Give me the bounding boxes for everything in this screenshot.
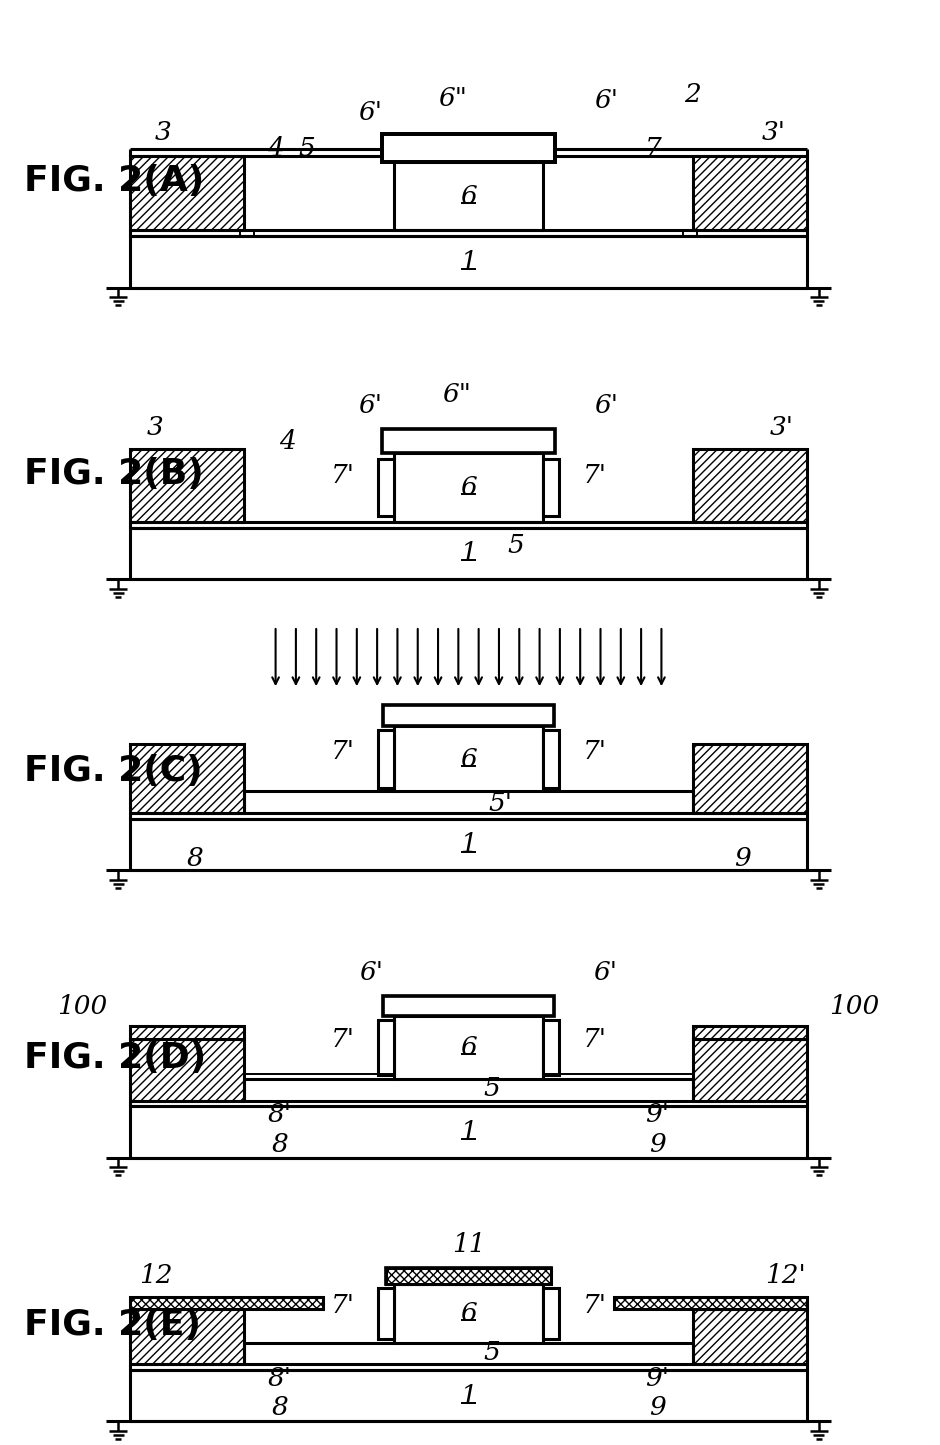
Bar bbox=[383, 996, 555, 1016]
Text: 7': 7' bbox=[583, 738, 606, 764]
Bar bbox=[394, 1016, 543, 1079]
Bar bbox=[543, 731, 559, 788]
Bar bbox=[378, 1020, 394, 1075]
Bar bbox=[394, 727, 543, 792]
Text: FIG. 2(C): FIG. 2(C) bbox=[24, 754, 202, 788]
Bar bbox=[130, 1026, 244, 1039]
Text: 6: 6 bbox=[460, 1035, 477, 1061]
Bar bbox=[394, 454, 543, 522]
Text: 7': 7' bbox=[331, 738, 354, 764]
Bar bbox=[130, 1309, 244, 1364]
Text: 9: 9 bbox=[649, 1131, 666, 1156]
Text: 9: 9 bbox=[733, 845, 750, 871]
Text: 6": 6" bbox=[438, 87, 467, 111]
Text: 12': 12' bbox=[765, 1263, 806, 1289]
Text: 100: 100 bbox=[829, 994, 879, 1019]
Text: FIG. 2(D): FIG. 2(D) bbox=[24, 1042, 206, 1075]
Bar bbox=[382, 429, 555, 454]
Bar bbox=[130, 527, 807, 579]
Text: 8': 8' bbox=[268, 1103, 291, 1127]
Bar bbox=[130, 156, 244, 231]
Text: 1: 1 bbox=[460, 1120, 477, 1144]
Text: 6": 6" bbox=[442, 381, 471, 406]
Text: 6: 6 bbox=[460, 184, 477, 208]
Text: 6': 6' bbox=[594, 88, 619, 113]
Text: 7': 7' bbox=[583, 1293, 606, 1318]
Text: 6': 6' bbox=[594, 393, 619, 418]
Text: 4: 4 bbox=[279, 429, 296, 454]
Text: 1: 1 bbox=[460, 832, 477, 857]
Text: 6': 6' bbox=[358, 100, 382, 126]
Bar bbox=[130, 237, 807, 288]
Text: 8: 8 bbox=[271, 1394, 288, 1420]
Text: 9': 9' bbox=[646, 1103, 669, 1127]
Bar bbox=[130, 449, 244, 522]
Bar bbox=[130, 1039, 244, 1101]
Text: 6: 6 bbox=[460, 475, 477, 500]
Text: 7': 7' bbox=[583, 464, 606, 488]
Text: 2: 2 bbox=[684, 82, 701, 107]
Text: 6: 6 bbox=[460, 1300, 477, 1325]
Text: 7': 7' bbox=[331, 464, 354, 488]
Bar bbox=[693, 744, 807, 814]
Bar bbox=[543, 1020, 559, 1075]
Text: FIG. 2(A): FIG. 2(A) bbox=[24, 165, 204, 198]
Text: 7': 7' bbox=[331, 1293, 354, 1318]
Bar bbox=[543, 460, 559, 516]
Bar bbox=[130, 1107, 807, 1157]
Text: 7': 7' bbox=[331, 1027, 354, 1052]
Bar bbox=[385, 1267, 551, 1283]
Text: FIG. 2(B): FIG. 2(B) bbox=[24, 457, 203, 491]
Bar bbox=[614, 1298, 807, 1309]
Bar bbox=[130, 1298, 322, 1309]
Bar bbox=[378, 1287, 394, 1338]
Text: 3: 3 bbox=[155, 120, 172, 144]
Text: 6': 6' bbox=[358, 393, 382, 418]
Text: 4: 4 bbox=[267, 136, 284, 160]
Text: 9: 9 bbox=[649, 1394, 666, 1420]
Bar bbox=[693, 1309, 807, 1364]
Bar bbox=[383, 705, 555, 727]
Bar bbox=[382, 134, 555, 162]
Bar bbox=[394, 162, 543, 231]
Text: 7: 7 bbox=[645, 136, 662, 160]
Text: 1: 1 bbox=[460, 250, 477, 275]
Bar bbox=[693, 1026, 807, 1039]
Text: 3': 3' bbox=[769, 415, 793, 439]
Text: 7': 7' bbox=[583, 1027, 606, 1052]
Bar bbox=[378, 731, 394, 788]
Text: 8: 8 bbox=[271, 1131, 288, 1156]
Text: 5: 5 bbox=[484, 1340, 500, 1366]
Bar bbox=[693, 449, 807, 522]
Text: 6': 6' bbox=[593, 959, 618, 985]
Text: FIG. 2(E): FIG. 2(E) bbox=[24, 1308, 200, 1342]
Text: 5: 5 bbox=[484, 1077, 500, 1101]
Text: 9': 9' bbox=[646, 1366, 669, 1390]
Text: 8': 8' bbox=[268, 1366, 291, 1390]
Text: 8: 8 bbox=[186, 845, 203, 871]
Text: 1: 1 bbox=[460, 1383, 477, 1409]
Text: 11: 11 bbox=[452, 1231, 485, 1257]
Bar bbox=[693, 1039, 807, 1101]
Bar bbox=[130, 819, 807, 870]
Text: 6: 6 bbox=[460, 747, 477, 772]
Bar bbox=[385, 1267, 551, 1283]
Text: 100: 100 bbox=[57, 994, 108, 1019]
Bar bbox=[130, 1370, 807, 1422]
Bar bbox=[693, 156, 807, 231]
Text: 5: 5 bbox=[299, 136, 316, 160]
Text: 5: 5 bbox=[508, 533, 524, 558]
Text: 5': 5' bbox=[488, 790, 512, 816]
Text: 6': 6' bbox=[359, 959, 383, 985]
Text: 12: 12 bbox=[139, 1263, 172, 1289]
Text: 3': 3' bbox=[761, 120, 786, 144]
Bar bbox=[394, 1283, 543, 1342]
Bar bbox=[543, 1287, 559, 1338]
Bar bbox=[130, 744, 244, 814]
Bar bbox=[378, 460, 394, 516]
Text: 3: 3 bbox=[148, 415, 164, 439]
Text: 1: 1 bbox=[460, 540, 477, 566]
